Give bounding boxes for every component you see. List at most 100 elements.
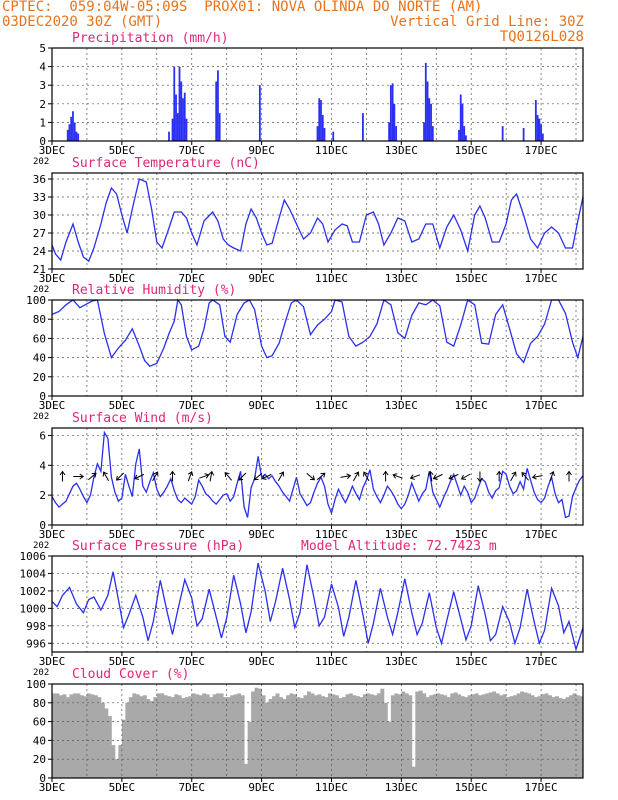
panel-title: Precipitation (mm/h) <box>72 31 229 46</box>
cloud-bar <box>362 694 367 778</box>
precip-bar <box>180 81 183 141</box>
x-tick-label: 17DEC <box>525 272 558 285</box>
cloud-bar <box>366 693 371 778</box>
cloud-bar <box>369 694 374 778</box>
precip-bar <box>395 126 398 141</box>
cloud-bar <box>338 698 343 778</box>
wind-arrow <box>382 470 389 482</box>
cloud-bar <box>153 697 158 778</box>
cloud-bar <box>142 695 147 778</box>
cloud-bar <box>93 695 98 778</box>
precip-bar <box>465 135 467 141</box>
wind-arrow <box>549 470 555 482</box>
cloud-bar <box>439 694 444 778</box>
cloud-bar <box>450 693 455 778</box>
precip-bar <box>168 131 170 141</box>
cloud-bar <box>387 721 392 778</box>
cloud-bar <box>111 745 116 778</box>
cloud-bar <box>209 697 214 778</box>
y-tick-label: 27 <box>33 227 46 240</box>
precip-bar <box>389 85 392 141</box>
wind-arrow <box>134 473 145 480</box>
x-tick-label: 5DEC <box>109 655 136 668</box>
precip-bar <box>171 118 174 141</box>
panel-title: Surface Pressure (hPa) <box>72 539 244 554</box>
precip-bar <box>536 114 539 141</box>
cloud-bar <box>181 698 186 778</box>
cloud-bar <box>198 695 203 778</box>
wind-arrow <box>521 472 529 481</box>
series-line <box>51 562 584 652</box>
cloud-bar <box>314 695 318 778</box>
cloud-bar <box>156 693 161 778</box>
x-tick-label: 9DEC <box>248 272 275 285</box>
x-tick-label: 11DEC <box>315 272 348 285</box>
wind-arrow <box>199 473 210 479</box>
cloud-bar <box>576 695 580 778</box>
x-tick-label: 3DEC <box>39 528 66 541</box>
y-tick-label: 1004 <box>20 567 47 580</box>
cloud-bar <box>212 694 217 778</box>
panel-4 <box>48 427 584 529</box>
cloud-bar <box>149 700 154 778</box>
panel-frame <box>51 299 584 397</box>
model-altitude: Model Altitude: 72.7423 m <box>301 539 497 554</box>
x-tick-label: 13DEC <box>385 399 418 412</box>
cloud-bar <box>404 693 409 778</box>
precip-bar <box>176 113 179 141</box>
y-tick-label: 80 <box>33 697 46 710</box>
cloud-bar <box>474 693 479 778</box>
y-tick-label: 0 <box>39 519 46 532</box>
x-tick-label: 17DEC <box>525 655 558 668</box>
precip-bar <box>178 66 181 141</box>
wind-arrow <box>152 471 159 482</box>
cloud-bar <box>167 696 172 778</box>
wind-arrow <box>208 470 215 482</box>
x-tick-label: 11DEC <box>315 781 348 794</box>
cloud-bar <box>55 693 60 778</box>
cloud-bar <box>527 693 531 778</box>
cloud-bar <box>139 696 144 778</box>
y-tick-label: 3 <box>39 79 46 92</box>
cloud-bar <box>534 697 538 778</box>
cloud-bar <box>275 693 280 778</box>
cloud-bar <box>502 694 507 778</box>
wind-arrow <box>409 474 421 480</box>
cloud-bar <box>390 695 395 778</box>
wind-arrow <box>261 473 272 480</box>
precip-bar <box>77 133 80 141</box>
cloud-bar <box>541 694 545 778</box>
cloud-bar <box>254 687 259 778</box>
precip-bar <box>323 127 326 141</box>
cloud-bar <box>233 694 238 778</box>
cloud-bar <box>464 697 469 778</box>
cloud-bar <box>118 745 123 778</box>
cloud-bar <box>303 695 308 778</box>
wind-arrow <box>477 471 483 483</box>
panel-frame <box>51 427 584 526</box>
x-tick-label: 3DEC <box>39 272 66 285</box>
cloud-bar <box>558 698 563 778</box>
cloud-bar <box>293 694 297 778</box>
cloud-bar <box>513 695 518 778</box>
cloud-bar <box>104 708 109 778</box>
cloud-bar <box>345 694 350 778</box>
wind-arrow <box>496 470 503 482</box>
precip-bar <box>217 70 219 141</box>
cloud-bar <box>499 695 504 778</box>
x-tick-label: 7DEC <box>178 399 205 412</box>
y-tick-label: 36 <box>33 173 46 186</box>
panel-2 <box>48 172 584 273</box>
y-tick-label: 2 <box>39 98 46 111</box>
panel-3 <box>48 298 584 400</box>
x-tick-label: 7DEC <box>178 655 205 668</box>
cloud-bar <box>376 693 381 778</box>
x-tick-label: 5DEC <box>109 528 136 541</box>
x-tick-label: 17DEC <box>525 399 558 412</box>
cloud-bar <box>429 695 434 778</box>
cloud-bar <box>202 693 207 778</box>
x-tick-label: 15DEC <box>455 781 488 794</box>
cloud-bar <box>282 699 287 778</box>
cloud-bar <box>579 696 584 778</box>
